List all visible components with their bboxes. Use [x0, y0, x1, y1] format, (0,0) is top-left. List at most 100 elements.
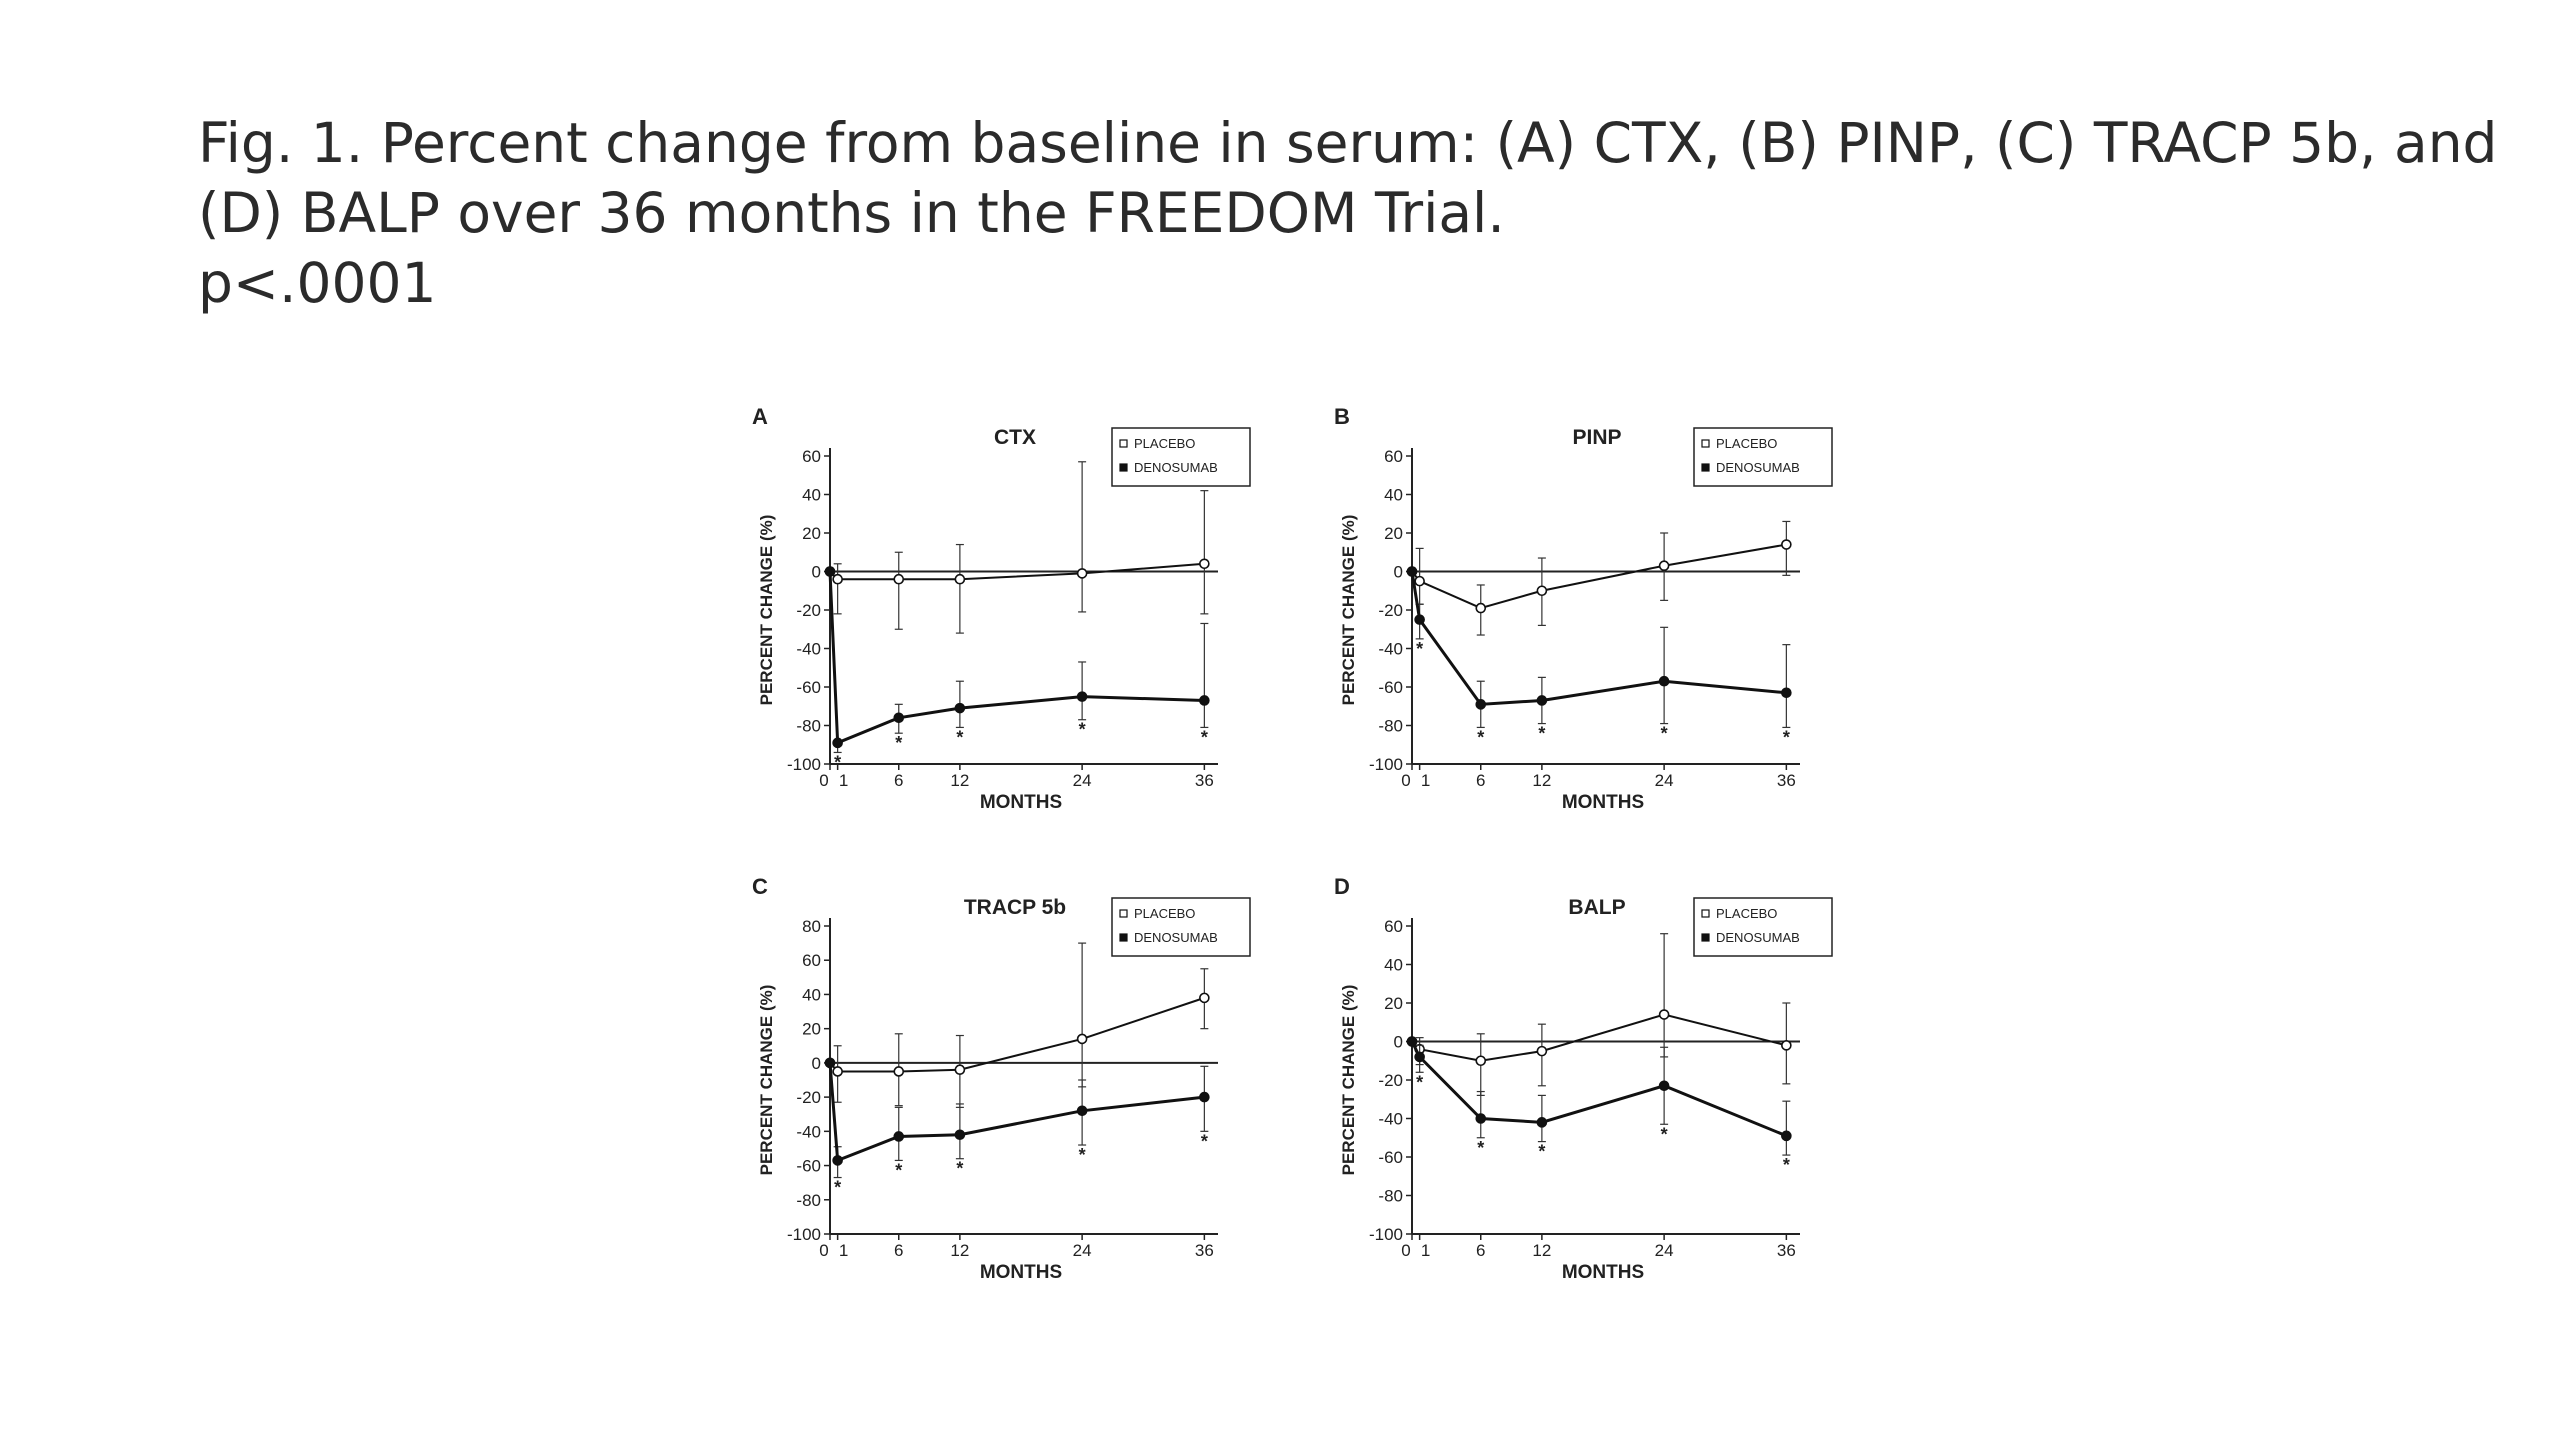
y-tick-label: -60 [796, 1157, 821, 1176]
significance-asterisk: * [956, 1159, 963, 1179]
x-tick-label: 24 [1073, 1241, 1092, 1260]
y-tick-label: -20 [796, 1088, 821, 1107]
denosumab-data-point [1414, 614, 1425, 625]
x-tick-label: 6 [1476, 1241, 1485, 1260]
legend-box [1111, 897, 1251, 957]
significance-asterisk: * [1416, 1072, 1423, 1092]
placebo-data-point [954, 573, 966, 585]
denosumab-data-point [1781, 1130, 1792, 1142]
y-tick-label: 40 [1384, 486, 1403, 505]
significance-asterisk: * [1416, 639, 1423, 659]
placebo-data-point [1475, 602, 1487, 614]
placebo-data-point [832, 1066, 843, 1077]
denosumab-data-point [1536, 695, 1548, 706]
significance-asterisk: * [1079, 720, 1086, 740]
x-tick-label: 0 [1401, 1241, 1410, 1260]
y-axis-title: PERCENT CHANGE (%) [1339, 985, 1358, 1176]
placebo-legend-swatch [1701, 439, 1710, 448]
y-tick-label: 80 [802, 917, 821, 936]
chart-title: PINP [1572, 426, 1621, 449]
y-tick-label: -20 [796, 601, 821, 620]
y-tick-label: 20 [1384, 524, 1403, 543]
denosumab-data-point [832, 1155, 843, 1166]
x-tick-label: 12 [950, 1241, 969, 1260]
placebo-legend-swatch [1119, 909, 1128, 918]
denosumab-legend-label: DENOSUMAB [1134, 930, 1218, 945]
significance-asterisk: * [1783, 1155, 1790, 1175]
denosumab-legend-swatch [1119, 463, 1128, 472]
slide-title: Fig. 1. Percent change from baseline in … [198, 108, 2497, 318]
y-tick-label: 40 [1384, 956, 1403, 975]
y-tick-label: -80 [796, 1191, 821, 1210]
y-tick-label: 40 [802, 486, 821, 505]
significance-asterisk: * [1783, 727, 1790, 747]
y-tick-label: -60 [1378, 678, 1403, 697]
legend-box [1693, 427, 1833, 487]
placebo-data-point [1781, 1040, 1792, 1051]
placebo-data-point [832, 573, 843, 585]
y-tick-label: -60 [1378, 1148, 1403, 1167]
denosumab-data-point [1406, 1036, 1418, 1047]
y-tick-label: 60 [1384, 917, 1403, 936]
x-axis-title: MONTHS [980, 792, 1062, 813]
x-tick-label: 6 [894, 771, 903, 790]
placebo-data-point [954, 1064, 966, 1076]
y-tick-label: -40 [796, 640, 821, 659]
x-tick-label: 36 [1195, 1241, 1214, 1260]
placebo-data-point [1475, 1055, 1487, 1067]
y-tick-label: -60 [796, 678, 821, 697]
significance-asterisk: * [895, 1160, 902, 1180]
placebo-legend-label: PLACEBO [1716, 436, 1777, 451]
placebo-data-point [1658, 1009, 1670, 1020]
denosumab-data-point [1658, 1080, 1670, 1092]
chart-title: BALP [1568, 896, 1625, 919]
y-tick-label: 20 [802, 524, 821, 543]
x-tick-label: 36 [1777, 1241, 1796, 1260]
y-axis-title: PERCENT CHANGE (%) [757, 515, 776, 706]
denosumab-data-point [1536, 1117, 1548, 1128]
chart-title: CTX [994, 426, 1036, 449]
denosumab-data-point [1475, 699, 1487, 710]
denosumab-legend-label: DENOSUMAB [1716, 460, 1800, 475]
y-tick-label: -20 [1378, 601, 1403, 620]
placebo-series-line [1411, 543, 1787, 610]
panel-letter: C [752, 874, 768, 899]
x-axis-title: MONTHS [1562, 792, 1644, 813]
y-tick-label: -100 [1369, 755, 1403, 774]
denosumab-data-point [954, 1129, 966, 1141]
x-tick-label: 1 [1421, 1241, 1430, 1260]
y-tick-label: 40 [802, 985, 821, 1004]
chart-panel-d: D BALP 60 40 20 0 -20 -40 -60 -80 -100 0 1 6 12 24 36 MON… [1312, 862, 1852, 1292]
denosumab-series-line [828, 571, 1205, 746]
placebo-data-point [1536, 1045, 1548, 1057]
denosumab-legend-swatch [1701, 463, 1710, 472]
placebo-data-point [1076, 568, 1088, 579]
placebo-data-point [1536, 585, 1548, 597]
x-axis-title: MONTHS [1562, 1262, 1644, 1283]
denosumab-legend-label: DENOSUMAB [1134, 460, 1218, 475]
placebo-data-point [1781, 539, 1792, 550]
significance-asterisk: * [834, 752, 841, 772]
significance-asterisk: * [1079, 1145, 1086, 1165]
denosumab-data-point [1199, 695, 1210, 706]
x-tick-label: 0 [819, 1241, 828, 1260]
significance-asterisk: * [1201, 727, 1208, 747]
significance-asterisk: * [1201, 1131, 1208, 1151]
significance-asterisk: * [1538, 724, 1545, 744]
denosumab-data-point [832, 737, 843, 749]
y-tick-label: -40 [1378, 1110, 1403, 1129]
legend-box [1111, 427, 1251, 487]
denosumab-legend-swatch [1119, 933, 1128, 942]
denosumab-data-point [824, 1057, 836, 1069]
denosumab-series-line [1410, 1040, 1787, 1138]
placebo-legend-label: PLACEBO [1134, 906, 1195, 921]
denosumab-data-point [1076, 691, 1088, 702]
title-line-3: p<.0001 [198, 251, 437, 315]
placebo-legend-swatch [1701, 909, 1710, 918]
x-axis-title: MONTHS [980, 1262, 1062, 1283]
denosumab-data-point [1406, 566, 1418, 577]
placebo-legend-label: PLACEBO [1134, 436, 1195, 451]
placebo-data-point [1076, 1033, 1088, 1045]
